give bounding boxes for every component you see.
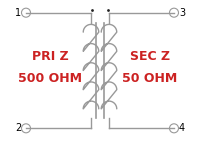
Circle shape	[170, 124, 179, 133]
Text: 500 OHM: 500 OHM	[18, 72, 82, 85]
Text: 4: 4	[179, 123, 185, 133]
Circle shape	[22, 124, 30, 133]
Text: PRI Z: PRI Z	[32, 50, 68, 63]
Text: 1: 1	[15, 8, 21, 18]
Circle shape	[170, 8, 179, 17]
Circle shape	[22, 8, 30, 17]
Text: 2: 2	[15, 123, 21, 133]
Text: SEC Z: SEC Z	[130, 50, 170, 63]
Text: 3: 3	[179, 8, 185, 18]
Text: 50 OHM: 50 OHM	[122, 72, 178, 85]
